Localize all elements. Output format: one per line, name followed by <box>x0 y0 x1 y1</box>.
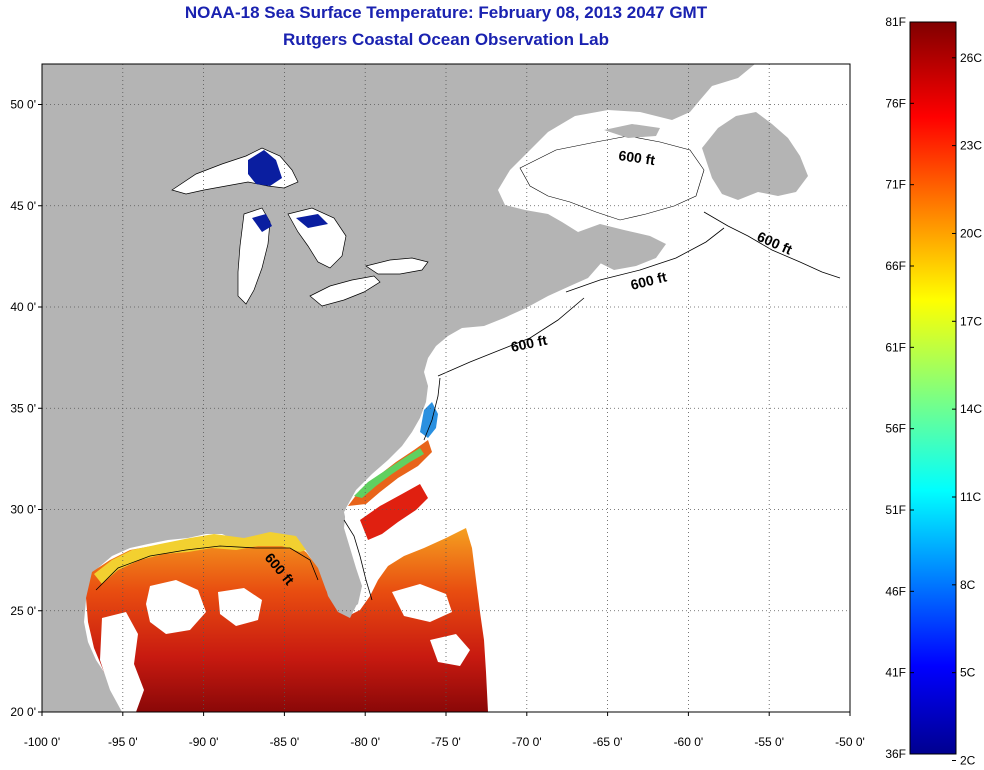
x-tick-label: -85 0' <box>270 735 300 749</box>
x-tick-label: -75 0' <box>431 735 461 749</box>
map-title: NOAA-18 Sea Surface Temperature: Februar… <box>184 3 708 22</box>
colorbar-label-c: 11C <box>960 490 981 504</box>
x-tick-label: -100 0' <box>24 735 60 749</box>
y-tick-label: 50 0' <box>10 98 36 112</box>
colorbar-label-c: 23C <box>960 139 982 153</box>
lake-michigan-cold-patch <box>252 214 272 232</box>
colorbar-label-c: 20C <box>960 226 982 240</box>
colorbar-label-f: 76F <box>885 96 906 110</box>
colorbar-label-f: 61F <box>885 340 906 354</box>
sst-chesapeake-blue <box>420 402 438 438</box>
y-tick-label: 30 0' <box>10 503 36 517</box>
colorbar <box>909 21 957 755</box>
sst-gulf-coastal-band <box>94 532 306 584</box>
x-tick-label: -65 0' <box>593 735 623 749</box>
cloud-gap-3 <box>100 612 144 712</box>
sst-florida-east <box>360 484 428 540</box>
colorbar-label-c: 26C <box>960 51 982 65</box>
y-tick-label: 25 0' <box>10 604 36 618</box>
y-tick-label: 45 0' <box>10 199 36 213</box>
x-tick-label: -55 0' <box>754 735 784 749</box>
colorbar-label-c: 2C <box>960 754 976 768</box>
colorbar-label-c: 14C <box>960 402 982 416</box>
colorbar-label-c: 8C <box>960 578 976 592</box>
colorbar-label-f: 56F <box>885 422 906 436</box>
lake-huron-cold-patch <box>296 214 328 228</box>
cloud-gap-4 <box>392 584 452 622</box>
colorbar-labels: 81F 76F 71F 66F 61F 56F 51F 46F 41F 36F 26C 23C 20C 1… <box>885 15 982 768</box>
cloud-gap-1 <box>146 580 206 634</box>
y-tick-label: 40 0' <box>10 300 36 314</box>
gulf-st-lawrence <box>519 135 705 221</box>
land-north-america <box>42 64 755 712</box>
cloud-gap-5 <box>430 634 470 666</box>
sst-carolina-green <box>354 448 424 498</box>
x-tick-label: -50 0' <box>835 735 865 749</box>
y-tick-label: 35 0' <box>10 401 36 415</box>
cloud-gap-2 <box>218 588 262 626</box>
x-tick-label: -60 0' <box>674 735 704 749</box>
x-tick-label: -70 0' <box>512 735 542 749</box>
colorbar-label-f: 36F <box>885 747 906 761</box>
lat-lon-grid <box>42 64 850 712</box>
x-tick-label: -90 0' <box>189 735 219 749</box>
colorbar-label-f: 81F <box>885 15 906 29</box>
sst-gulf-of-mexico <box>86 528 488 712</box>
land-newfoundland <box>702 112 808 200</box>
contour-label-600ft-4: 600 ft <box>509 332 548 355</box>
land-florida <box>318 544 356 618</box>
colorbar-label-f: 66F <box>885 259 906 273</box>
axis-ticks: -100 0' -95 0' -90 0' -85 0' -80 0' -75 0' -70… <box>10 98 864 750</box>
land-nova-scotia <box>578 224 666 270</box>
lake-superior-cold-patch <box>248 150 282 186</box>
colorbar-label-f: 41F <box>885 666 906 680</box>
lake-ontario <box>365 257 429 275</box>
x-tick-label: -80 0' <box>350 735 380 749</box>
isobath-600ft <box>95 211 841 601</box>
colorbar-label-c: 17C <box>960 314 982 328</box>
colorbar-label-f: 71F <box>885 178 906 192</box>
y-tick-label: 20 0' <box>10 705 36 719</box>
map-subtitle: Rutgers Coastal Ocean Observation Lab <box>283 30 609 49</box>
colorbar-label-f: 46F <box>885 584 906 598</box>
anticosti-island <box>604 124 660 138</box>
colorbar-label-f: 51F <box>885 503 906 517</box>
lake-erie <box>309 275 381 307</box>
x-tick-label: -95 0' <box>108 735 138 749</box>
colorbar-label-c: 5C <box>960 666 976 680</box>
contour-label-600ft-1: 600 ft <box>618 147 657 168</box>
